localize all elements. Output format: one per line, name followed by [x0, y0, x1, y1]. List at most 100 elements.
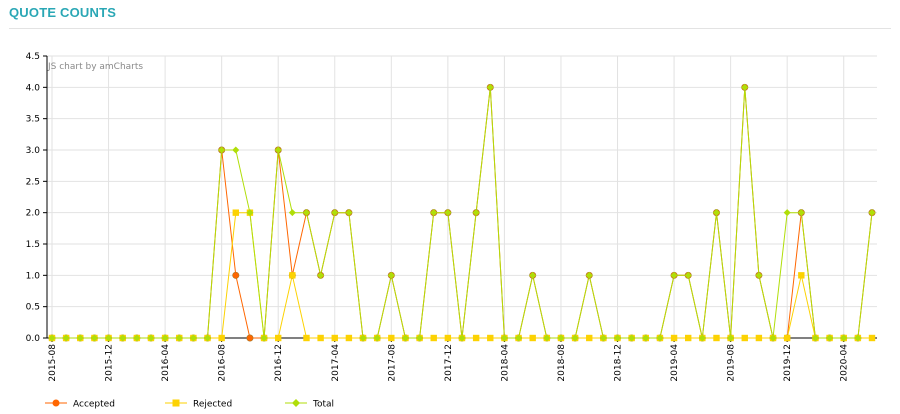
point-total	[430, 209, 438, 217]
point-total	[345, 209, 353, 217]
grid-lines	[47, 55, 877, 339]
point-accepted	[246, 334, 254, 342]
y-tick-label: 1.0	[26, 271, 41, 281]
point-rejected	[232, 209, 239, 216]
point-rejected	[472, 334, 480, 342]
point-total	[585, 271, 593, 279]
point-total	[854, 334, 862, 342]
point-rejected	[331, 334, 338, 342]
point-rejected	[783, 334, 791, 342]
y-tick-label: 0.5	[26, 303, 40, 313]
x-tick-label: 2016-12	[274, 344, 284, 382]
point-rejected	[798, 272, 805, 279]
point-total	[359, 334, 367, 342]
point-total	[472, 209, 480, 217]
x-tick-label: 2017-04	[331, 344, 341, 382]
y-tick-label: 4.5	[26, 52, 40, 62]
point-total	[246, 209, 254, 217]
point-rejected	[388, 334, 395, 342]
point-total	[48, 334, 56, 342]
x-tick-label: 2020-04	[840, 344, 850, 382]
x-tick-label: 2018-04	[500, 344, 510, 382]
series-markers	[48, 83, 876, 342]
point-total	[571, 334, 579, 342]
point-total	[783, 209, 791, 217]
legend-item-accepted[interactable]: Accepted	[45, 399, 115, 410]
point-total	[500, 334, 508, 342]
point-total	[416, 334, 424, 342]
point-rejected	[303, 334, 310, 342]
point-total	[727, 334, 735, 342]
x-tick-label: 2017-12	[444, 344, 454, 382]
point-total	[401, 334, 409, 342]
point-rejected	[317, 334, 324, 342]
point-total	[698, 334, 706, 342]
point-total	[458, 334, 466, 342]
point-total	[189, 334, 197, 342]
point-total	[797, 209, 805, 217]
x-tick-label: 2019-12	[783, 344, 793, 382]
legend-item-total[interactable]: Total	[285, 399, 334, 410]
point-total	[614, 334, 622, 342]
chart-credit[interactable]: JS chart by amCharts	[47, 62, 143, 72]
point-total	[90, 334, 98, 342]
y-tick-label: 0.0	[26, 334, 41, 344]
point-accepted	[232, 271, 240, 279]
point-total	[133, 334, 141, 342]
point-total	[712, 209, 720, 217]
point-rejected	[685, 334, 692, 342]
point-total	[76, 334, 84, 342]
point-rejected	[868, 334, 876, 342]
legend-label: Total	[312, 400, 334, 410]
legend-item-rejected[interactable]: Rejected	[165, 399, 232, 410]
point-rejected	[487, 334, 494, 342]
point-total	[642, 334, 650, 342]
point-rejected	[755, 334, 763, 342]
point-rejected	[430, 334, 437, 342]
x-tick-label: 2018-08	[557, 344, 567, 382]
point-total	[755, 271, 763, 279]
point-rejected	[741, 334, 748, 342]
point-total	[599, 334, 607, 342]
point-total	[444, 209, 452, 217]
legend-label: Rejected	[193, 400, 232, 410]
x-axis: 2015-08 2015-12 2016-04 2016-08 2016-12 2017-…	[47, 337, 877, 382]
x-tick-label: 2016-08	[218, 344, 228, 382]
point-total	[543, 334, 551, 342]
y-tick-label: 2.5	[26, 177, 40, 187]
point-total	[119, 334, 127, 342]
y-tick-label: 4.0	[26, 83, 41, 93]
point-total	[628, 334, 636, 342]
point-total	[840, 334, 848, 342]
point-rejected	[444, 334, 452, 342]
point-total	[105, 334, 113, 342]
x-tick-label: 2019-08	[727, 344, 737, 382]
point-rejected	[275, 334, 282, 342]
y-tick-label: 1.5	[26, 240, 40, 250]
x-tick-label: 2016-04	[161, 344, 171, 382]
legend-label: Accepted	[73, 400, 115, 410]
point-rejected	[713, 334, 720, 342]
point-rejected	[289, 272, 296, 279]
point-rejected	[586, 334, 593, 342]
point-total	[175, 334, 183, 342]
point-total	[387, 271, 395, 279]
y-tick-label: 3.5	[26, 115, 40, 125]
point-total	[161, 334, 169, 342]
point-rejected	[345, 334, 353, 342]
point-total	[769, 334, 777, 342]
point-total	[684, 271, 692, 279]
point-rejected	[218, 334, 225, 342]
x-tick-label: 2019-04	[670, 344, 680, 382]
x-tick-label: 2015-12	[105, 344, 115, 382]
point-total	[288, 209, 296, 217]
legend-diamond-icon	[292, 399, 300, 407]
point-total	[557, 334, 565, 342]
point-total	[274, 146, 282, 154]
point-total	[826, 334, 834, 342]
panel-header: QUOTE COUNTS	[9, 6, 891, 29]
x-tick-label: 2018-12	[614, 344, 624, 382]
point-total	[147, 334, 155, 342]
point-total	[656, 334, 664, 342]
